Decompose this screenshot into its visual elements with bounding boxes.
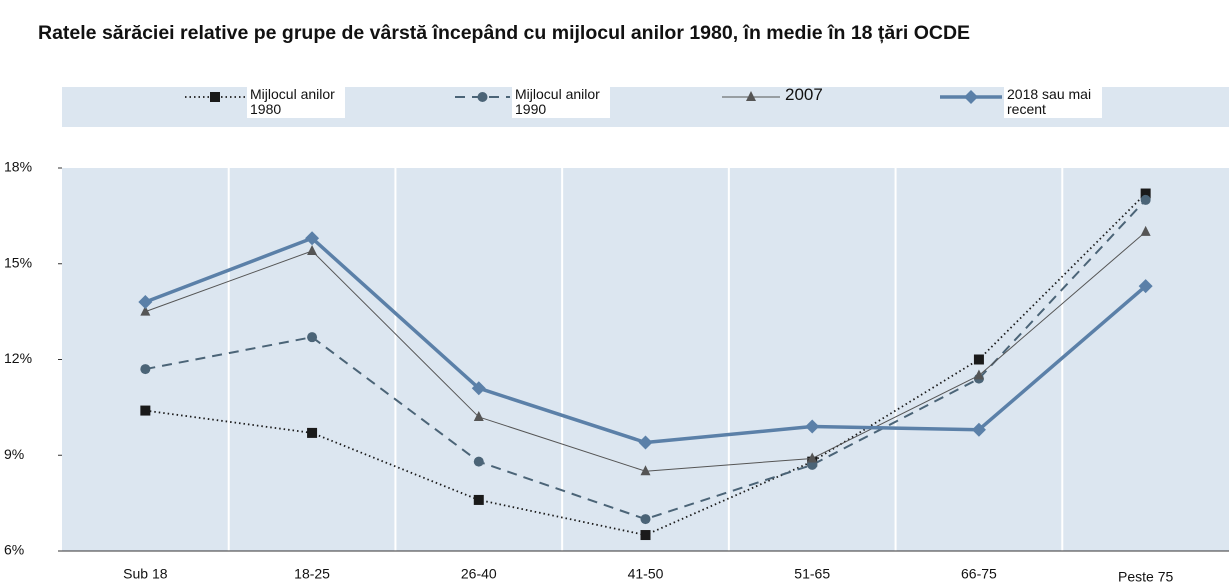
legend-marker <box>746 91 756 101</box>
marker <box>1140 194 1151 205</box>
marker <box>473 456 484 467</box>
y-tick-label: 6% <box>4 542 24 558</box>
marker <box>140 364 151 375</box>
marker <box>1140 188 1151 199</box>
x-tick-label: 51-65 <box>794 566 830 582</box>
chart-title: Ratele sărăciei relative pe grupe de vâr… <box>38 22 971 44</box>
marker <box>473 410 484 421</box>
marker <box>640 514 651 525</box>
plot-area <box>62 168 1229 551</box>
y-tick-label: 9% <box>4 446 24 462</box>
marker <box>638 435 653 450</box>
legend-label: 2007 <box>785 86 823 104</box>
y-tick-label: 15% <box>4 254 32 270</box>
marker <box>307 427 318 438</box>
marker <box>805 419 820 434</box>
marker <box>640 530 651 541</box>
x-tick-label: 18-25 <box>294 566 330 582</box>
marker <box>471 381 486 396</box>
marker <box>473 494 484 505</box>
marker <box>640 465 651 476</box>
legend-marker <box>210 92 220 102</box>
x-tick-label: Sub 18 <box>123 566 168 582</box>
marker <box>1138 279 1153 294</box>
legend-label: Mijlocul anilor 1980 <box>247 86 345 118</box>
x-tick-label: Peste 75 <box>1118 569 1173 585</box>
x-tick-label: 41-50 <box>628 566 664 582</box>
y-tick-label: 18% <box>4 159 32 175</box>
marker <box>807 452 818 463</box>
legend-item: 2018 sau mai recent <box>1004 86 1102 118</box>
legend-item: Mijlocul anilor 1990 <box>512 86 610 118</box>
legend-marker <box>964 90 978 104</box>
marker <box>140 405 151 416</box>
marker <box>971 422 986 437</box>
marker <box>307 332 318 343</box>
marker <box>973 369 984 380</box>
legend-label: 2018 sau mai recent <box>1004 86 1102 118</box>
legend-item: Mijlocul anilor 1980 <box>247 86 345 118</box>
marker <box>973 354 984 365</box>
marker <box>140 305 151 316</box>
marker <box>1140 225 1151 236</box>
y-tick-label: 12% <box>4 350 32 366</box>
x-tick-label: 26-40 <box>461 566 497 582</box>
marker <box>305 231 320 246</box>
legend-marker <box>477 92 488 102</box>
marker <box>138 295 153 310</box>
legend-item: 2007 <box>785 86 823 104</box>
marker <box>307 244 318 255</box>
x-tick-label: 66-75 <box>961 566 997 582</box>
legend-label: Mijlocul anilor 1990 <box>512 86 610 118</box>
